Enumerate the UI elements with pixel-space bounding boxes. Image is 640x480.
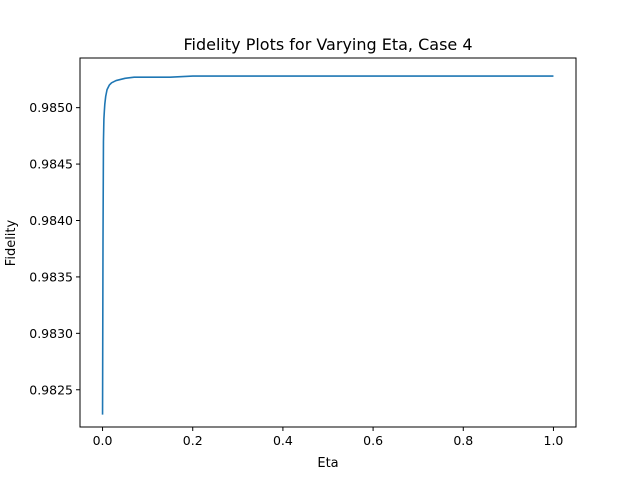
y-tick-label: 0.9850: [29, 100, 73, 115]
x-tick-label: 0.8: [453, 433, 473, 448]
x-tick-label: 1.0: [544, 433, 564, 448]
x-tick-label: 0.2: [183, 433, 203, 448]
y-tick-label: 0.9835: [29, 269, 73, 284]
y-tick-label: 0.9825: [29, 382, 73, 397]
axes-frame: [79, 57, 577, 428]
y-tick-label: 0.9840: [29, 213, 73, 228]
x-axis-ticks: 0.0 0.2 0.4 0.6 0.8 1.0: [93, 427, 564, 448]
series-line-0: [101, 75, 554, 415]
plot-area: [80, 58, 576, 427]
series-layer: [101, 75, 554, 415]
x-axis-label: Eta: [317, 456, 338, 471]
y-axis-ticks: 0.9825 0.9830 0.9835 0.9840 0.9845 0.9850: [29, 100, 80, 397]
chart-title: Fidelity Plots for Varying Eta, Case 4: [183, 35, 472, 54]
x-tick-label: 0.4: [273, 433, 293, 448]
x-tick-label: 0.0: [93, 433, 113, 448]
y-axis-label: Fidelity: [4, 219, 19, 266]
y-tick-label: 0.9845: [29, 157, 73, 172]
x-tick-label: 0.6: [363, 433, 383, 448]
y-tick-label: 0.9830: [29, 326, 73, 341]
